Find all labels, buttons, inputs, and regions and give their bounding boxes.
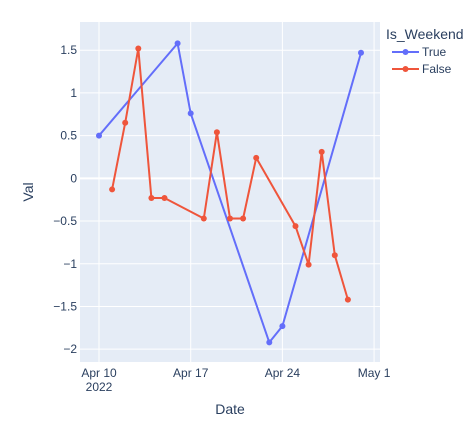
- legend-item: False: [392, 62, 452, 76]
- data-point: [122, 119, 129, 126]
- data-point: [358, 49, 364, 56]
- data-point: [240, 215, 247, 222]
- legend-label: False: [422, 62, 452, 76]
- x-axis-title: Date: [215, 401, 245, 417]
- legend-swatch-marker: [402, 66, 409, 72]
- data-point: [135, 45, 142, 52]
- data-point: [292, 223, 299, 230]
- y-tick-label: −2: [63, 342, 77, 356]
- legend: True False: [392, 45, 452, 76]
- y-axis-ticks: 1.5 1 0.5 0 −0.5 −1 −1.5 −2: [53, 43, 77, 356]
- y-tick-label: −1: [63, 257, 77, 271]
- data-point: [109, 186, 116, 193]
- x-tick-year-label: 2022: [86, 380, 113, 394]
- series-false: [109, 45, 351, 303]
- data-point: [148, 194, 155, 201]
- series-true: [96, 40, 364, 346]
- legend-label: True: [422, 45, 447, 59]
- y-tick-label: 1.5: [60, 43, 77, 57]
- data-point: [213, 129, 220, 136]
- y-tick-label: 0: [70, 171, 77, 185]
- legend-title: Is_Weekend: [386, 26, 464, 42]
- y-tick-label: 1: [70, 86, 77, 100]
- data-point: [344, 296, 351, 303]
- data-point: [161, 194, 168, 201]
- plot-background: [80, 22, 380, 362]
- x-tick-label: Apr 10: [81, 366, 117, 380]
- data-point: [174, 40, 181, 47]
- series-line: [98, 42, 362, 344]
- y-axis-title: Val: [20, 182, 36, 201]
- data-point: [318, 148, 325, 155]
- data-point: [253, 154, 260, 161]
- x-tick-label: Apr 17: [173, 366, 209, 380]
- y-tick-label: −1.5: [53, 299, 77, 313]
- legend-item: True: [392, 45, 447, 59]
- data-point: [200, 215, 207, 222]
- x-tick-label: Apr 24: [265, 366, 301, 380]
- y-tick-label: −0.5: [53, 214, 77, 228]
- x-tick-label: May 1: [358, 366, 391, 380]
- data-point: [187, 110, 194, 117]
- y-tick-label: 0.5: [60, 129, 77, 143]
- data-point: [227, 215, 233, 222]
- data-point: [279, 323, 286, 330]
- data-point: [331, 252, 338, 259]
- data-point: [305, 261, 312, 268]
- series-layer: [96, 40, 364, 346]
- data-point: [96, 132, 102, 139]
- legend-swatch-marker: [402, 49, 409, 55]
- data-point: [266, 339, 273, 346]
